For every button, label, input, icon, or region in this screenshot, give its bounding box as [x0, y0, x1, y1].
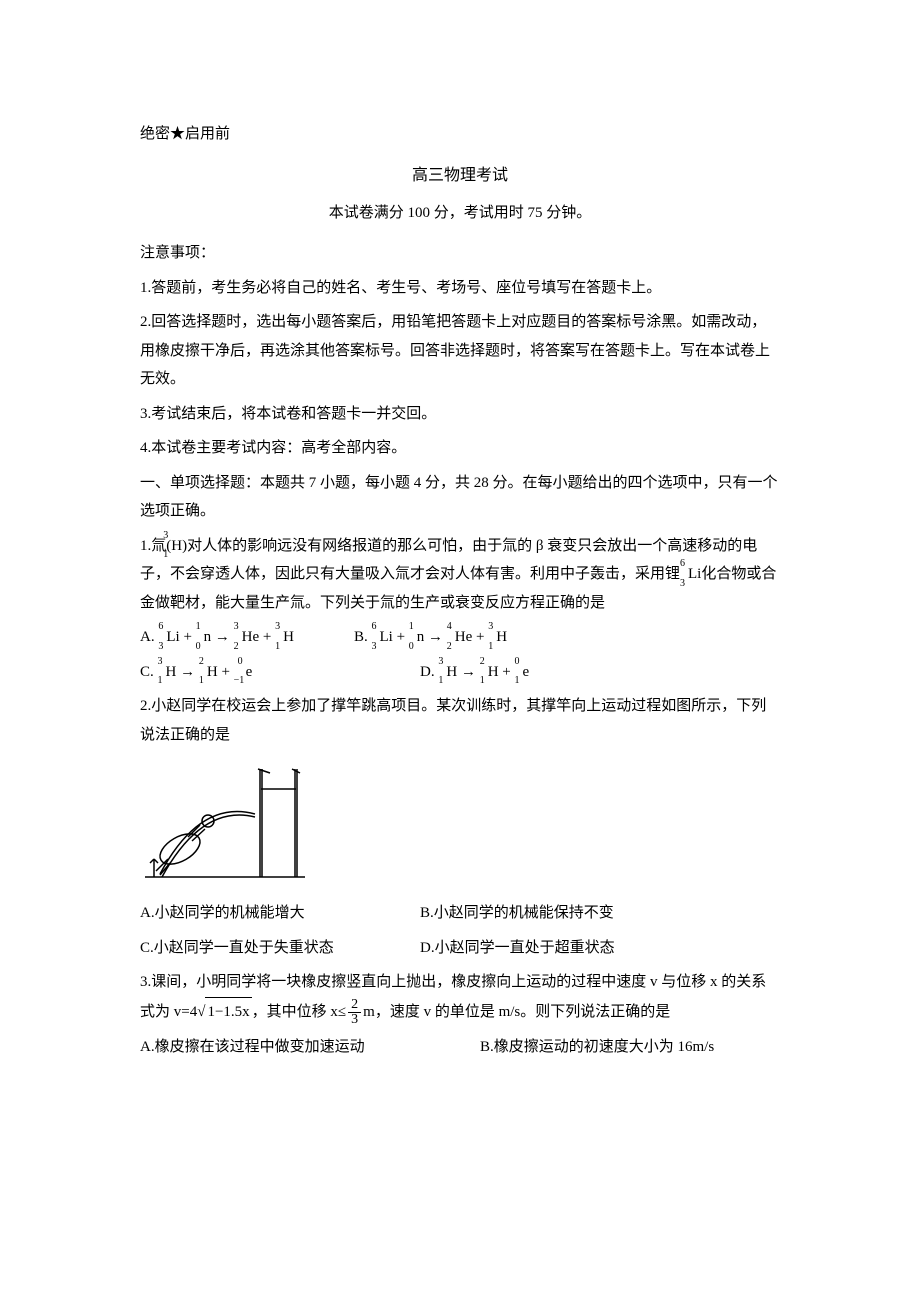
question-2-stem: 2.小赵同学在校运会上参加了撑竿跳高项目。某次训练时，其撑竿向上运动过程如图所示…	[140, 692, 780, 749]
exam-subtitle: 本试卷满分 100 分，考试用时 75 分钟。	[140, 199, 780, 228]
q2-options-row-2: C.小赵同学一直处于失重状态 D.小赵同学一直处于超重状态	[140, 934, 780, 963]
nuclide-h3: 31H	[171, 532, 182, 561]
nuclide-li6: 63Li	[688, 560, 701, 589]
q1-option-b: B. 63Li + 10n → 42He + 31H	[354, 623, 507, 652]
q3-option-b: B.橡皮擦运动的初速度大小为 16m/s	[480, 1033, 714, 1062]
q3-option-a: A.橡皮擦在该过程中做变加速运动	[140, 1033, 420, 1062]
q2-option-b: B.小赵同学的机械能保持不变	[420, 899, 614, 928]
fraction-2-3: 23	[348, 998, 361, 1027]
q1-options-row-1: A. 63Li + 10n → 32He + 31H B. 63Li + 10n…	[140, 623, 780, 652]
sqrt-expr: √1−1.5x	[197, 997, 251, 1027]
question-3-stem: 3.课间，小明同学将一块橡皮擦竖直向上抛出，橡皮擦向上运动的过程中速度 v 与位…	[140, 968, 780, 1027]
notice-label: 注意事项：	[140, 239, 780, 268]
q1-option-d: D. 31H → 21H + 01e	[420, 658, 529, 687]
notice-4: 4.本试卷主要考试内容：高考全部内容。	[140, 434, 780, 463]
q1-stem-b: )对人体的影响远没有网络报道的那么可怕，由于氚的 β 衰变只会放出一个高速移动的…	[140, 538, 757, 583]
question-1-stem: 1.氚(31H)对人体的影响远没有网络报道的那么可怕，由于氚的 β 衰变只会放出…	[140, 532, 780, 618]
notice-2: 2.回答选择题时，选出每小题答案后，用铅笔把答题卡上对应题目的答案标号涂黑。如需…	[140, 308, 780, 394]
q3-options-row-1: A.橡皮擦在该过程中做变加速运动 B.橡皮擦运动的初速度大小为 16m/s	[140, 1033, 780, 1062]
section-1-header: 一、单项选择题：本题共 7 小题，每小题 4 分，共 28 分。在每小题给出的四…	[140, 469, 780, 526]
q3-stem-c: m，速度 v 的单位是 m/s。则下列说法正确的是	[363, 1004, 670, 1020]
q2-option-d: D.小赵同学一直处于超重状态	[420, 934, 615, 963]
exam-title: 高三物理考试	[140, 161, 780, 191]
q1-options-row-2: C. 31H → 21H + 0−1e D. 31H → 21H + 01e	[140, 658, 780, 687]
q2-option-c: C.小赵同学一直处于失重状态	[140, 934, 360, 963]
notice-3: 3.考试结束后，将本试卷和答题卡一并交回。	[140, 400, 780, 429]
q2-options-row-1: A.小赵同学的机械能增大 B.小赵同学的机械能保持不变	[140, 899, 780, 928]
q3-stem-b: ，其中位移 x≤	[252, 1004, 346, 1020]
q1-option-a: A. 63Li + 10n → 32He + 31H	[140, 623, 294, 652]
q2-option-a: A.小赵同学的机械能增大	[140, 899, 360, 928]
q1-option-c: C. 31H → 21H + 0−1e	[140, 658, 360, 687]
notice-1: 1.答题前，考生务必将自己的姓名、考生号、考场号、座位号填写在答题卡上。	[140, 274, 780, 303]
exam-page: 绝密★启用前 高三物理考试 本试卷满分 100 分，考试用时 75 分钟。 注意…	[0, 0, 920, 1107]
pole-vault-figure	[140, 759, 780, 889]
confidential-mark: 绝密★启用前	[140, 120, 780, 149]
